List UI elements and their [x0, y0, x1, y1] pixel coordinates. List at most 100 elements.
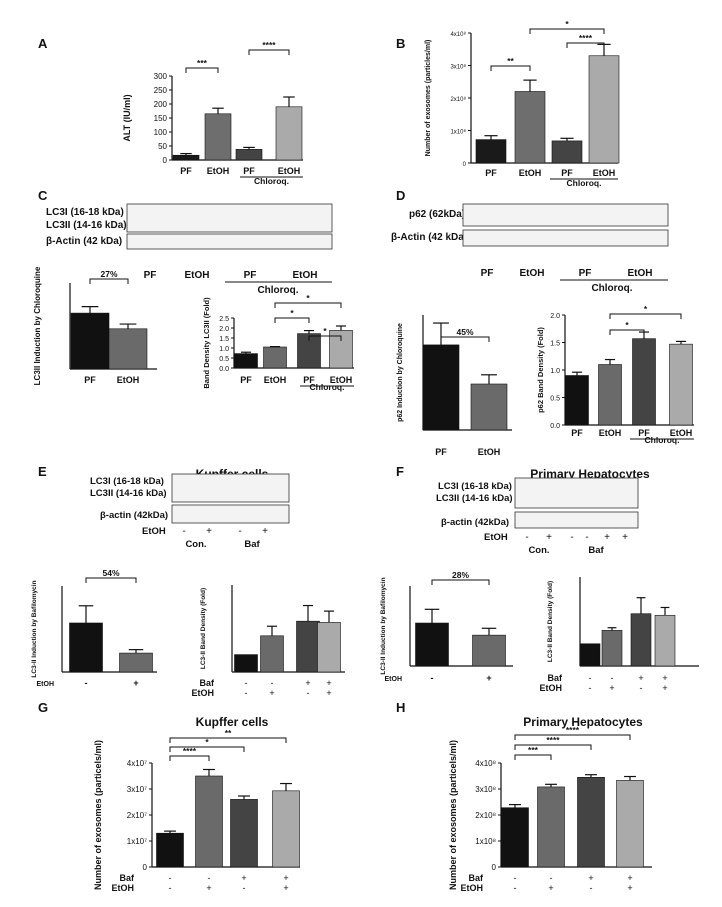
chart-h: Primary Hepatocytes 0 1x10⁸ 2x10⁸ 3x10⁸ 4x10⁸…: [448, 715, 652, 893]
chart-e2-row-label: EtOH: [192, 688, 215, 698]
chart-g-sig-label: **: [225, 728, 232, 738]
chart-b-category: EtOH: [593, 168, 616, 178]
chart-c2-ytick-label: 1.0: [219, 346, 229, 353]
chart-g-row-sign: -: [208, 873, 211, 883]
chart-g-ytick-label: 4x10⁷: [127, 759, 147, 768]
blot-e-actin-strip: [171, 504, 290, 524]
chart-e1-sig-bracket: [85, 577, 137, 583]
chart-e2-row-sign: +: [326, 678, 331, 688]
chart-h-title: Primary Hepatocytes: [523, 715, 643, 729]
chart-g-title: Kupffer cells: [196, 715, 269, 729]
blot-d-bracket-label: Chloroq.: [591, 283, 632, 294]
chart-c1-category: EtOH: [117, 375, 140, 385]
blot-e-sign-3: -: [238, 526, 241, 537]
chart-g-row-sign: -: [243, 883, 246, 893]
chart-e2-row-sign: -: [245, 678, 248, 688]
chart-b-sig-label: *: [565, 19, 569, 29]
blot-d-row-label-actin: β-Actin (42 kDa): [391, 232, 467, 243]
chart-g-sig-bracket: [169, 746, 245, 752]
chart-e1-sig-label: 54%: [102, 568, 119, 578]
chart-c1-bar: [108, 328, 148, 370]
chart-c2-category: PF: [303, 375, 315, 385]
chart-e1-bar: [119, 652, 153, 673]
chart-f1-bar: [415, 622, 449, 667]
chart-e2-bar: [296, 620, 320, 673]
chart-e1-row-label: EtOH: [37, 681, 55, 688]
chart-a-bar: [172, 154, 200, 161]
chart-f1-sig-label: 28%: [452, 570, 469, 580]
chart-f2-row-sign: -: [589, 673, 592, 683]
chart-h-bar: [537, 786, 565, 868]
chart-f2-row-sign: -: [589, 683, 592, 693]
panel-label-e: E: [38, 464, 47, 479]
chart-d2-ylabel: p62 Band Density (Fold): [536, 327, 545, 413]
chart-h-bar: [616, 780, 644, 868]
chart-a-category: EtOH: [278, 166, 301, 176]
blot-e-sign-1: -: [182, 526, 185, 537]
chart-h-row-sign: +: [588, 873, 593, 883]
chart-h-row-sign: -: [514, 873, 517, 883]
chart-a-ytick-label: 200: [154, 100, 168, 109]
blot-c-group-etoh-2: EtOH: [293, 270, 318, 281]
panel-label-a: A: [38, 36, 48, 51]
chart-d2-group-label: Chloroq.: [645, 435, 680, 445]
chart-h-sig-bracket: [514, 744, 592, 750]
chart-h-row-sign: -: [550, 873, 553, 883]
chart-b-ytick-label: 2x10⁸: [450, 96, 466, 103]
chart-a-category: PF: [180, 166, 192, 176]
chart-b-bar: [551, 140, 583, 164]
chart-b-ytick-label: 1x10⁸: [450, 129, 466, 136]
chart-b-sig-label: **: [507, 56, 514, 66]
chart-d2-ytick-label: 2.0: [550, 313, 560, 320]
blot-d: p62 (62kDa) β-Actin (42 kDa) PF EtOH PF …: [391, 203, 669, 294]
blot-f-etoh-label: EtOH: [484, 532, 508, 543]
chart-c2-bar: [263, 346, 287, 369]
chart-c2-category: EtOH: [264, 375, 287, 385]
chart-c2-ytick-label: 0.5: [219, 356, 229, 363]
chart-e2-row-sign: -: [307, 688, 310, 698]
chart-a-category: EtOH: [207, 166, 230, 176]
chart-f2-row-sign: +: [609, 683, 614, 693]
chart-g-ytick-label: 1x10⁷: [127, 837, 147, 846]
blot-f-sign-1: -: [525, 532, 528, 543]
chart-h-bar: [577, 776, 605, 868]
blot-e-etoh-label: EtOH: [142, 526, 166, 537]
chart-g-row-sign: +: [283, 873, 288, 883]
chart-d2-ytick-label: 0.0: [550, 423, 560, 430]
chart-h-row-label: Baf: [468, 873, 484, 883]
chart-f1-bar: [472, 634, 506, 667]
blot-f-group-baf: Baf: [588, 545, 604, 556]
chart-g-row-sign: -: [169, 873, 172, 883]
blot-d-group-etoh-1: EtOH: [520, 268, 545, 279]
chart-d2-sig-label: *: [644, 304, 648, 314]
panel-label-d: D: [396, 188, 405, 203]
blot-c-row-label-lc3ii: LC3II (14-16 kDa): [46, 220, 127, 231]
chart-e2-row-sign: -: [271, 678, 274, 688]
chart-b-sig-bracket: [490, 65, 531, 71]
chart-f1-sig-bracket: [431, 579, 490, 585]
blot-f: Primary Hepatocytes LC3I (16-18 kDa) LC3…: [436, 467, 650, 556]
chart-c2-ylabel: Band Density LC3II (Fold): [202, 297, 211, 389]
blot-d-group-pf-1: PF: [481, 268, 494, 279]
blot-d-group-etoh-2: EtOH: [628, 268, 653, 279]
chart-a-ylabel: ALT (IU/ml): [122, 94, 132, 141]
chart-a-group-label: Chloroq.: [254, 176, 289, 186]
chart-g-ytick-label: 3x10⁷: [127, 785, 147, 794]
blot-c-group-pf-2: PF: [244, 270, 257, 281]
blot-e-group-baf: Baf: [244, 539, 260, 550]
chart-d2-category: PF: [638, 428, 650, 438]
chart-f1-row-label: EtOH: [385, 676, 403, 683]
chart-f2-row-sign: -: [640, 683, 643, 693]
blot-c: LC3I (16-18 kDa) LC3II (14-16 kDa) β-Act…: [46, 203, 333, 296]
chart-g-bar: [230, 799, 258, 868]
chart-a-ytick-label: 150: [154, 114, 168, 123]
chart-a-bar: [275, 106, 303, 161]
blot-c-row-label-actin: β-Actin (42 kDa): [46, 236, 122, 247]
chart-b-ytick-label: 3x10⁸: [450, 64, 466, 71]
chart-e1-ylabel: LC3-II Induction by Bafilomycin: [31, 580, 38, 677]
blot-f-actin-strip: [514, 511, 639, 529]
chart-h-row-sign: +: [548, 883, 553, 893]
blot-e: Kupffer cells LC3I (16-18 kDa) LC3II (14…: [90, 467, 290, 550]
chart-b-group-label: Chloroq.: [567, 178, 602, 188]
chart-f1: LC3-II Induction by Bafilomycin - + EtOH 28%: [380, 570, 513, 683]
